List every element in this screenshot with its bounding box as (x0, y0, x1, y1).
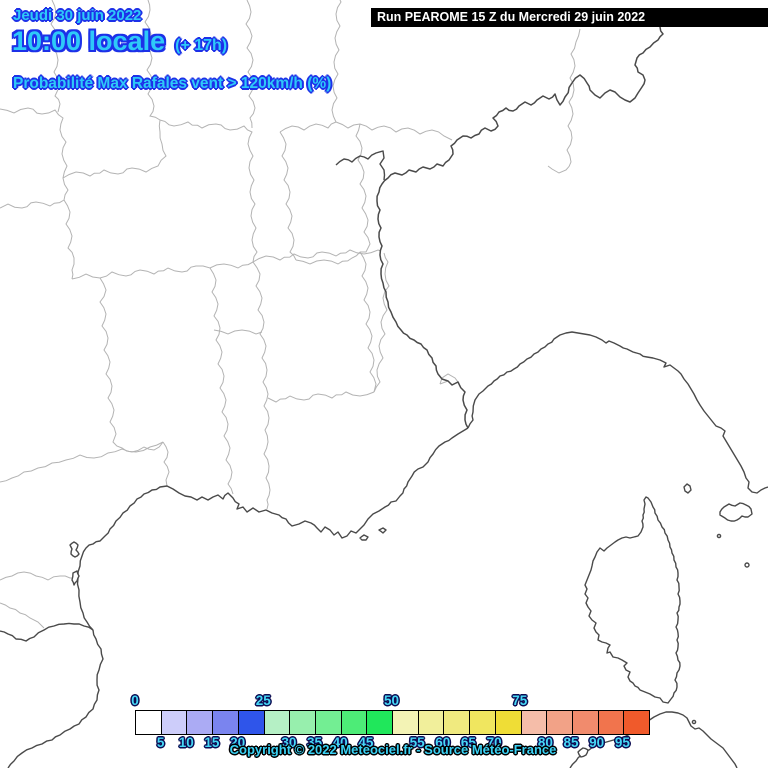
capraia-island (683, 483, 692, 494)
legend-cell (623, 711, 650, 734)
legend-cell (443, 711, 470, 734)
department-border (359, 251, 377, 393)
department-border (50, 0, 61, 113)
legend-cell (160, 711, 187, 734)
france-spain-border (0, 622, 94, 642)
department-border (209, 267, 234, 495)
swiss-border-fragment (335, 150, 386, 181)
department-border (295, 251, 361, 265)
copyright-label: Copyright © 2022 Meteociel.fr - Source M… (229, 742, 557, 757)
department-border (144, 0, 161, 121)
legend-bar (135, 710, 650, 735)
forecast-offset: (+ 17h) (175, 37, 228, 54)
department-border (0, 571, 78, 581)
department-border (0, 602, 45, 629)
spain-coastline (7, 629, 104, 768)
corsica-coastline (584, 496, 681, 704)
legend-cell (571, 711, 598, 734)
legend-cell (289, 711, 315, 734)
legend-cell (136, 711, 161, 734)
legend-cell (494, 711, 521, 734)
forecast-time-row: 10:00 locale (+ 17h) (12, 26, 227, 57)
department-border (63, 199, 75, 280)
legend-cell (186, 711, 213, 734)
legend-tick: 60 (435, 735, 451, 750)
maddalena-islet (691, 719, 697, 725)
legend-tick: 90 (589, 735, 605, 750)
department-border (355, 123, 371, 253)
department-border (245, 0, 256, 129)
legend-cell (546, 711, 572, 734)
legend-tick: 95 (614, 735, 630, 750)
department-border (0, 441, 164, 483)
legend-cell (263, 711, 290, 734)
coastlines-and-national-borders (0, 26, 768, 768)
pianosa-islet (716, 533, 722, 539)
model-run-label: Run PEAROME 15 Z du Mercredi 29 juin 202… (377, 10, 646, 24)
legend-cell (597, 711, 624, 734)
model-run-box: Run PEAROME 15 Z du Mercredi 29 juin 202… (371, 8, 768, 27)
legend-tick: 10 (178, 735, 194, 750)
legend-tick: 40 (332, 735, 348, 750)
department-border (159, 119, 258, 263)
leucate-lagoon (69, 541, 80, 558)
forecast-date: Jeudi 30 juin 2022 (13, 7, 142, 24)
legend-cell (314, 711, 341, 734)
legend-tick: 75 (512, 693, 528, 708)
legend-tick: 20 (230, 735, 246, 750)
france-italy-border (376, 26, 664, 429)
department-border (213, 329, 263, 335)
legend-tick: 55 (409, 735, 425, 750)
legend-cell (212, 711, 238, 734)
legend-tick: 80 (537, 735, 553, 750)
legend-tick: 0 (131, 693, 139, 708)
department-border (0, 107, 69, 201)
legend-tick: 15 (204, 735, 220, 750)
department-border (71, 261, 254, 280)
legend-cell (469, 711, 495, 734)
legend-tick: 85 (563, 735, 579, 750)
legend-cell (520, 711, 547, 734)
legend-cell (340, 711, 367, 734)
department-borders (0, 0, 677, 641)
department-border (331, 0, 342, 123)
montecristo-islet (744, 562, 750, 568)
department-border (162, 441, 170, 487)
ligurian-coastline (467, 331, 768, 494)
coastal-lagoon (71, 570, 80, 586)
french-mediterranean-coastline (76, 427, 469, 631)
forecast-time: 10:00 locale (12, 26, 166, 56)
department-border (252, 261, 271, 510)
department-border (62, 119, 167, 179)
department-border (279, 121, 337, 133)
variable-title: Probabilité Max Rafales vent > 120km/h (… (13, 75, 332, 92)
legend-tick: 35 (307, 735, 323, 750)
legend-cell (237, 711, 264, 734)
hyeres-island (359, 534, 369, 541)
department-border (279, 131, 297, 261)
legend-cell (366, 711, 393, 734)
legend-tick: 5 (156, 735, 165, 750)
hyeres-island (378, 527, 387, 534)
legend-cell (392, 711, 418, 734)
elba-island (719, 502, 753, 522)
legend-cell (417, 711, 444, 734)
department-border (373, 252, 390, 393)
department-border (335, 121, 453, 141)
department-border (0, 199, 65, 209)
legend-tick: 30 (281, 735, 297, 750)
department-border (99, 277, 164, 453)
department-border (547, 28, 581, 174)
legend-tick: 65 (460, 735, 476, 750)
legend-tick: 50 (383, 693, 400, 708)
sardinia-coastline (569, 711, 738, 768)
asinara-island (577, 747, 589, 758)
legend-tick: 45 (358, 735, 374, 750)
legend-tick: 25 (255, 693, 271, 708)
department-border (267, 391, 375, 403)
legend-tick: 70 (486, 735, 502, 750)
